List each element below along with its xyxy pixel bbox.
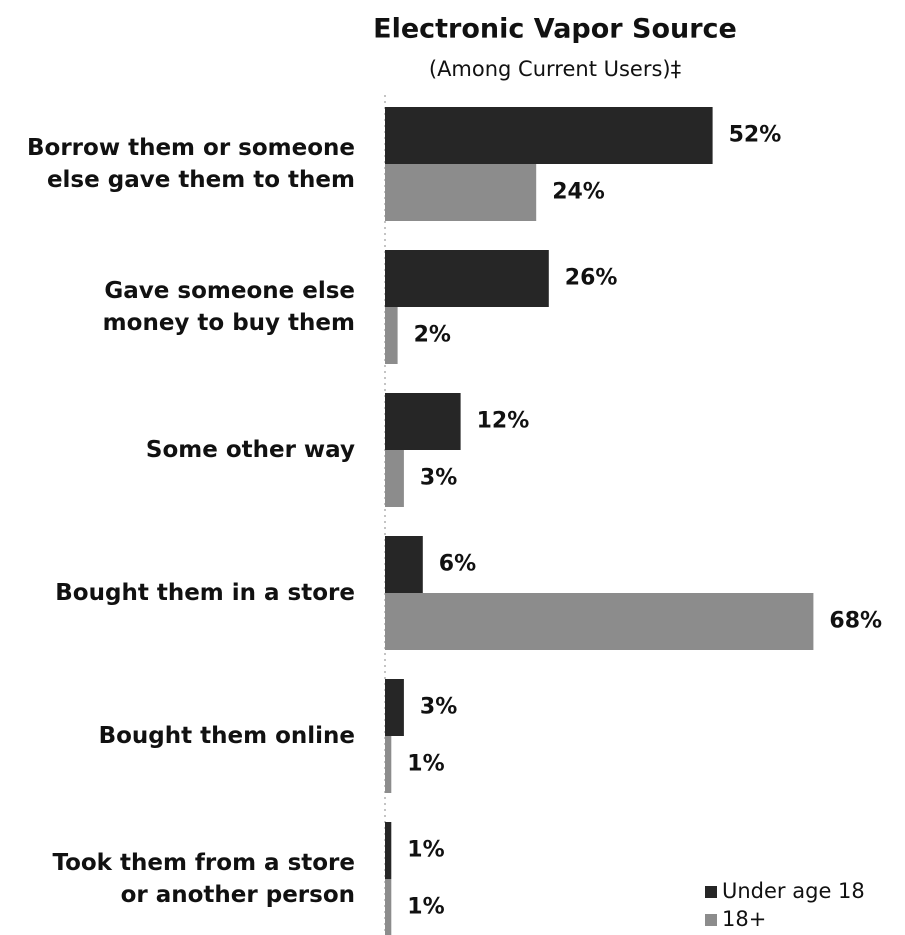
bar <box>385 450 404 507</box>
legend-label: 18+ <box>722 907 766 931</box>
category-label: Borrow them or someone else gave them to… <box>27 135 355 193</box>
category-label: Took them from a store or another person <box>52 850 355 908</box>
legend-swatch <box>705 886 717 898</box>
chart-subtitle: (Among Current Users)‡ <box>429 57 681 81</box>
bar <box>385 164 537 221</box>
bar <box>385 879 392 935</box>
value-label: 68% <box>829 609 882 634</box>
category-label: Bought them online <box>98 723 355 749</box>
value-label: 24% <box>552 180 605 205</box>
value-label: 3% <box>420 695 457 720</box>
bar <box>385 593 814 650</box>
bar <box>385 107 713 164</box>
bar <box>385 536 423 593</box>
category-label: Bought them in a store <box>55 580 355 606</box>
category-label: Some other way <box>145 437 355 463</box>
value-label: 2% <box>414 323 451 348</box>
legend-label: Under age 18 <box>722 879 865 903</box>
value-label: 26% <box>565 266 618 291</box>
value-label: 3% <box>420 466 457 491</box>
bar <box>385 250 549 307</box>
value-label: 1% <box>407 752 444 777</box>
bar <box>385 736 392 793</box>
category-label: Gave someone else money to buy them <box>102 278 355 336</box>
value-label: 6% <box>439 552 476 577</box>
bar <box>385 393 461 450</box>
value-label: 1% <box>407 895 444 920</box>
bar <box>385 307 398 364</box>
chart-title: Electronic Vapor Source <box>373 14 737 45</box>
value-label: 12% <box>477 409 530 434</box>
legend-swatch <box>705 914 717 926</box>
value-label: 1% <box>407 838 444 863</box>
bar <box>385 822 392 879</box>
bar <box>385 679 404 736</box>
value-label: 52% <box>729 123 782 148</box>
